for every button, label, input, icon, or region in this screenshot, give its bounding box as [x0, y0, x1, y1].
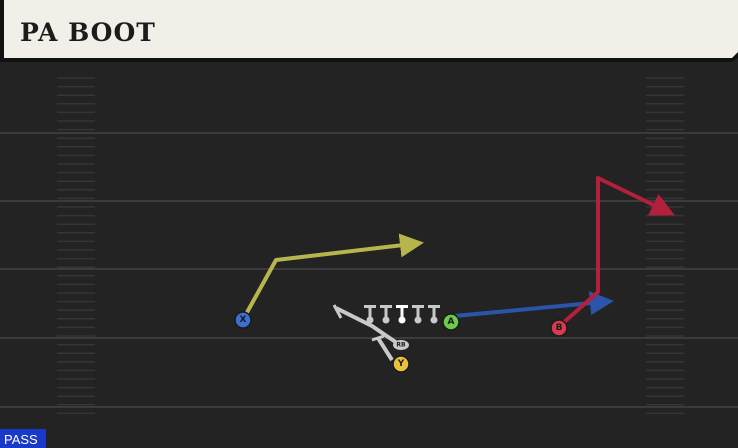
- route-x: [243, 233, 424, 317]
- lineman-head: [366, 316, 374, 324]
- block-end: [332, 304, 343, 319]
- play-type-badge: [0, 429, 46, 448]
- header-bar: [4, 0, 738, 58]
- player-label: A: [448, 317, 455, 327]
- lineman-stem: [368, 307, 372, 319]
- player-label: B: [556, 323, 563, 333]
- y-block: [376, 336, 394, 362]
- lineman-head: [414, 316, 422, 324]
- lineman-head: [398, 316, 406, 324]
- hash-marks: [57, 77, 684, 415]
- lineman-bar: [396, 305, 408, 308]
- lineman-stem: [400, 307, 404, 319]
- player-y: [392, 355, 410, 373]
- offensive-line: [364, 305, 440, 324]
- lineman-head: [430, 316, 438, 324]
- lineman-stem: [384, 307, 388, 319]
- yard-lines: [0, 132, 738, 408]
- play-type: PASS: [4, 432, 38, 447]
- player-x: [234, 311, 252, 329]
- lineman-stem: [416, 307, 420, 319]
- lineman-bar: [428, 305, 440, 308]
- player-label: Y: [397, 359, 405, 369]
- block-end: [371, 334, 385, 342]
- lineman-bar: [364, 305, 376, 308]
- lineman-bar: [380, 305, 392, 308]
- block-path: [335, 306, 402, 347]
- player-b: [550, 319, 568, 337]
- lineman-bar: [412, 305, 424, 308]
- player-a: [442, 313, 460, 331]
- lineman-stem: [432, 307, 436, 319]
- player-label: X: [240, 315, 247, 325]
- route-b: [560, 176, 675, 326]
- rb-marker: [393, 340, 409, 350]
- play-title: PA BOOT: [20, 18, 156, 47]
- route-a: [454, 291, 614, 318]
- lineman-head: [382, 316, 390, 324]
- rb-label: RB: [396, 342, 406, 349]
